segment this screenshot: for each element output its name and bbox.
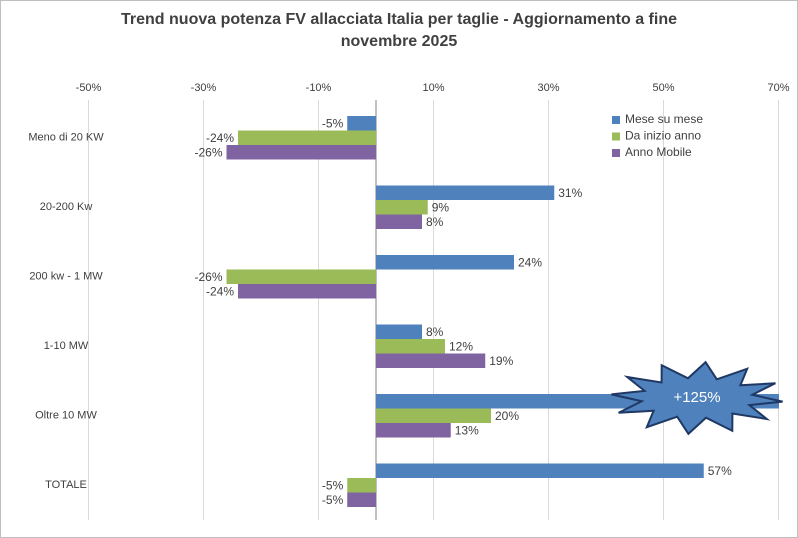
data-label: -5% bbox=[322, 493, 344, 507]
bar bbox=[376, 408, 491, 423]
x-tick-label: 10% bbox=[422, 82, 444, 94]
bar bbox=[376, 214, 422, 229]
bar bbox=[347, 478, 376, 493]
y-tick-label: 200 kw - 1 MW bbox=[29, 271, 103, 283]
data-label: -5% bbox=[322, 478, 344, 492]
data-label: 8% bbox=[426, 325, 444, 339]
data-label: -24% bbox=[206, 284, 234, 298]
data-label: 31% bbox=[558, 186, 582, 200]
x-tick-label: 50% bbox=[652, 82, 674, 94]
bar bbox=[376, 185, 555, 200]
legend-label: Mese su mese bbox=[625, 112, 703, 126]
bar bbox=[376, 255, 514, 270]
data-label: -24% bbox=[206, 131, 234, 145]
x-tick-label: -30% bbox=[191, 82, 217, 94]
x-tick-label: 70% bbox=[767, 82, 789, 94]
data-label: 20% bbox=[495, 409, 519, 423]
bar bbox=[376, 463, 704, 478]
x-tick-label: -50% bbox=[76, 82, 102, 94]
y-tick-label: TOTALE bbox=[45, 479, 87, 491]
bar bbox=[238, 284, 376, 299]
data-label: -26% bbox=[194, 270, 222, 284]
bar bbox=[376, 423, 451, 438]
starburst bbox=[611, 360, 783, 436]
data-label: 13% bbox=[455, 423, 479, 437]
data-label: 24% bbox=[518, 255, 542, 269]
bar bbox=[347, 492, 376, 507]
legend-swatch bbox=[612, 149, 620, 157]
x-tick-label: -10% bbox=[306, 82, 332, 94]
bar bbox=[376, 324, 422, 339]
bar bbox=[376, 353, 486, 368]
bar bbox=[376, 200, 428, 215]
data-label: -26% bbox=[194, 145, 222, 159]
data-label: 57% bbox=[708, 464, 732, 478]
chart-title: Trend nuova potenza FV allacciata Italia… bbox=[121, 11, 677, 50]
data-label: 8% bbox=[426, 215, 444, 229]
y-tick-label: Oltre 10 MW bbox=[35, 410, 97, 422]
y-tick-label: 20-200 Kw bbox=[40, 201, 93, 213]
legend-label: Da inizio anno bbox=[625, 129, 701, 143]
bar bbox=[376, 339, 445, 354]
bar bbox=[226, 269, 376, 284]
legend-swatch bbox=[612, 116, 620, 124]
x-tick-label: 30% bbox=[537, 82, 559, 94]
legend-label: Anno Mobile bbox=[625, 145, 692, 159]
data-label: 9% bbox=[432, 200, 450, 214]
data-label: +125% bbox=[673, 389, 720, 406]
bar bbox=[347, 116, 376, 131]
y-tick-label: 1-10 MW bbox=[44, 340, 89, 352]
data-label: -5% bbox=[322, 116, 344, 130]
data-label: 19% bbox=[489, 354, 513, 368]
bar bbox=[226, 145, 376, 160]
legend-swatch bbox=[612, 132, 620, 141]
bar bbox=[238, 130, 376, 145]
data-label: 12% bbox=[449, 339, 473, 353]
y-tick-label: Meno di 20 KW bbox=[28, 132, 104, 144]
